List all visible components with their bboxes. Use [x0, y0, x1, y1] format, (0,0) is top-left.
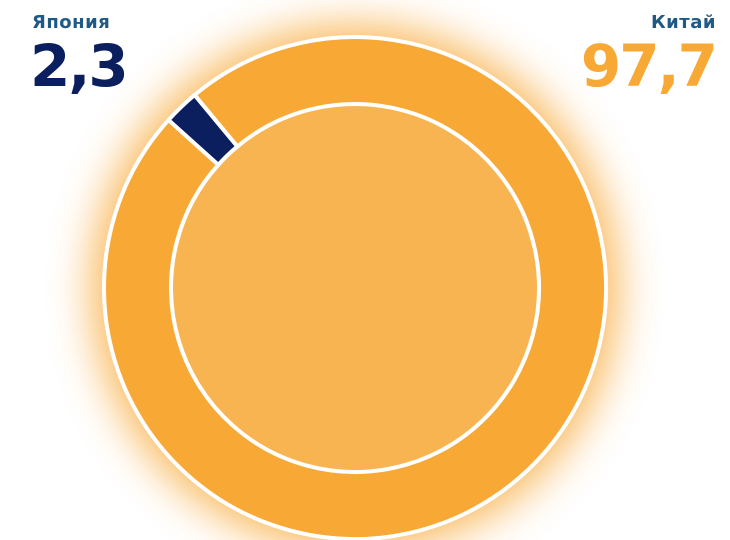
legend-label: Китай: [651, 12, 716, 33]
value-label: 97,7: [581, 32, 716, 100]
legend-label: Япония: [32, 12, 110, 33]
slice: [102, 35, 608, 540]
value-label: 2,3: [30, 32, 127, 100]
donut: [102, 35, 608, 540]
